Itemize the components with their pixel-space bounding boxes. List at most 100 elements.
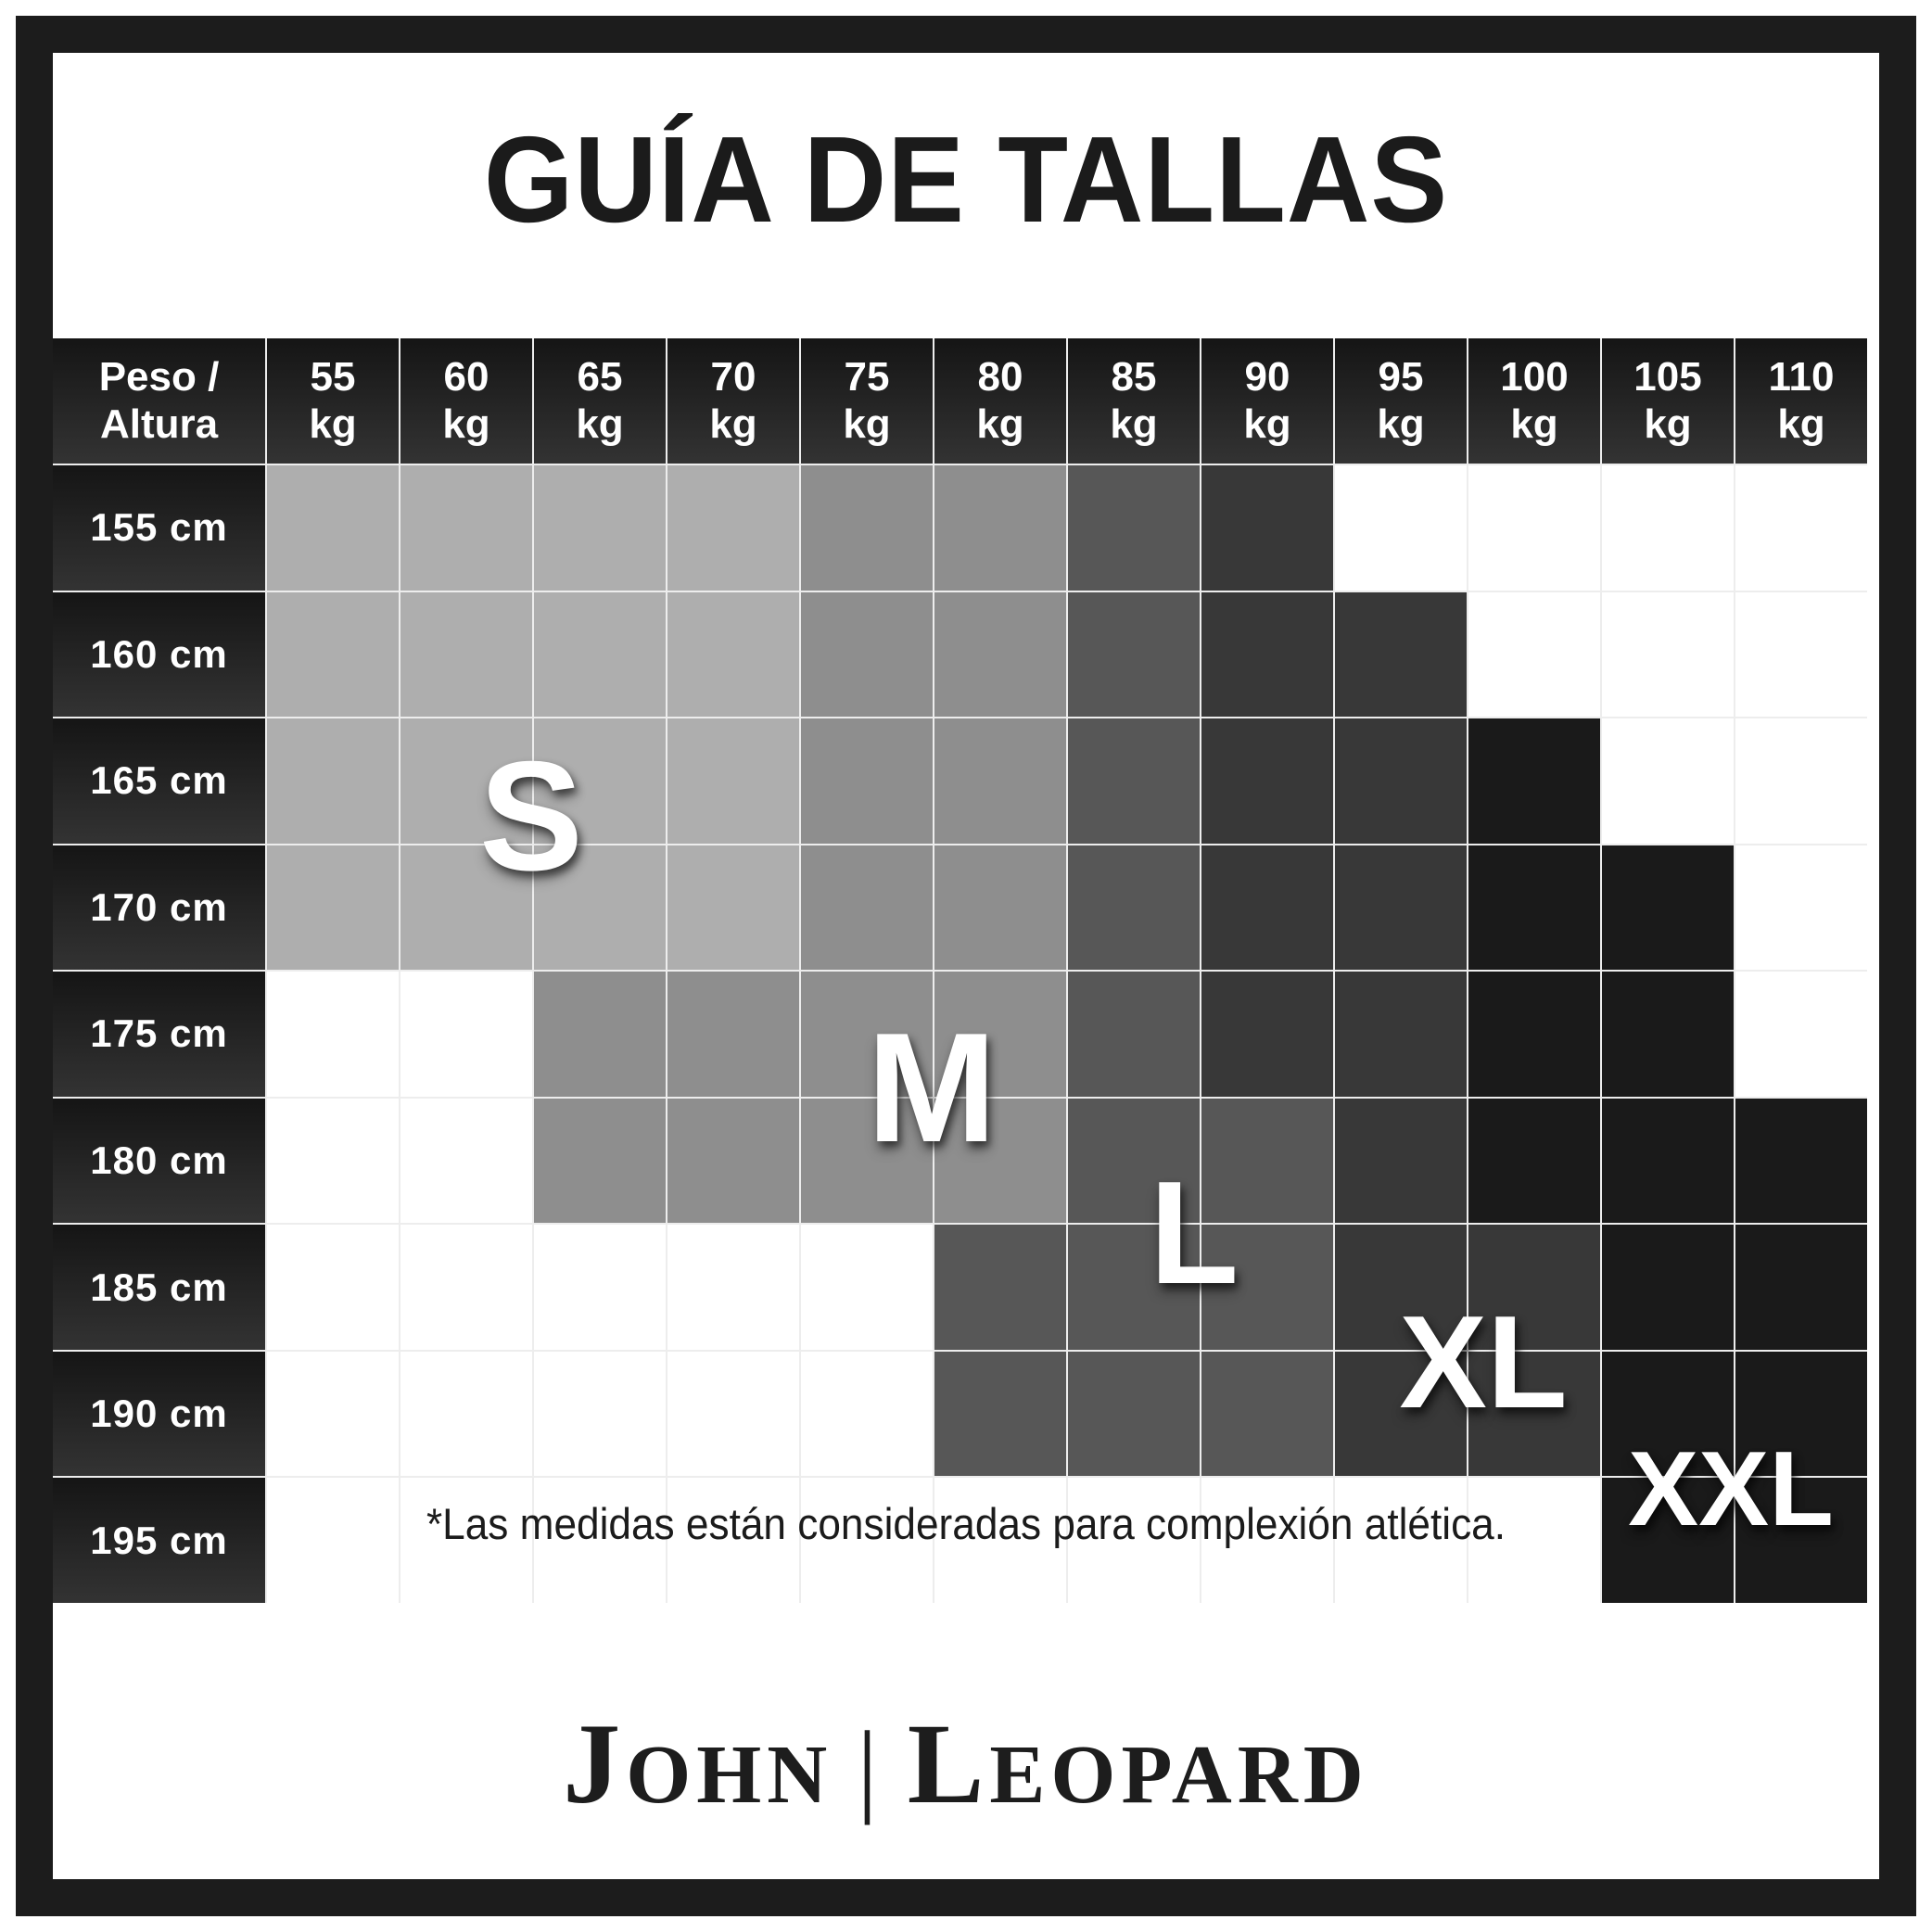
weight-header: 85 kg <box>1068 338 1200 464</box>
size-cell <box>667 1098 799 1224</box>
size-cell <box>801 1351 933 1477</box>
corner-header: Peso / Altura <box>53 338 265 464</box>
size-cell <box>1201 845 1333 971</box>
size-cell <box>1201 972 1333 1097</box>
size-cell <box>1735 718 1867 844</box>
size-cell <box>534 718 666 844</box>
size-cell <box>534 465 666 591</box>
size-cell <box>534 1351 666 1477</box>
weight-header: 55 kg <box>267 338 399 464</box>
size-cell <box>667 972 799 1097</box>
brand-logo: John | Leopard <box>0 1698 1932 1830</box>
size-cell <box>1602 845 1734 971</box>
size-cell <box>1335 972 1467 1097</box>
height-header: 185 cm <box>53 1225 265 1350</box>
weight-unit: kg <box>309 400 357 447</box>
height-header: 165 cm <box>53 718 265 844</box>
weight-unit: kg <box>1377 400 1425 447</box>
brand-second-rest: eopard <box>989 1729 1369 1821</box>
height-header: 190 cm <box>53 1351 265 1477</box>
size-cell <box>267 718 399 844</box>
weight-header: 65 kg <box>534 338 666 464</box>
size-cell <box>1335 845 1467 971</box>
size-cell <box>400 972 532 1097</box>
weight-unit: kg <box>1243 400 1291 447</box>
size-cell <box>934 591 1066 718</box>
size-cell <box>534 972 666 1097</box>
size-cell <box>1335 1351 1467 1477</box>
weight-header: 105 kg <box>1602 338 1734 464</box>
height-header: 195 cm <box>53 1478 265 1603</box>
size-cell <box>1602 718 1734 844</box>
weight-unit: kg <box>576 400 624 447</box>
size-cell <box>801 718 933 844</box>
size-cell <box>400 465 532 591</box>
size-cell <box>400 591 532 718</box>
size-cell <box>1201 1225 1333 1350</box>
size-cell <box>934 972 1066 1097</box>
size-cell <box>267 465 399 591</box>
weight-value: 90 <box>1244 354 1290 400</box>
size-cell <box>1468 1098 1600 1224</box>
height-header: 175 cm <box>53 972 265 1097</box>
weight-value: 60 <box>443 354 489 400</box>
size-cell <box>1201 591 1333 718</box>
size-cell <box>1468 1225 1600 1350</box>
weight-unit: kg <box>1510 400 1558 447</box>
size-cell <box>1201 465 1333 591</box>
size-label-l: L <box>1149 1151 1239 1315</box>
size-cell <box>267 1225 399 1350</box>
brand-first-initial: J <box>563 1700 627 1827</box>
weight-header: 90 kg <box>1201 338 1333 464</box>
size-cell <box>1468 591 1600 718</box>
size-cell <box>801 1098 933 1224</box>
size-cell <box>934 1478 1066 1603</box>
size-cell <box>934 718 1066 844</box>
size-cell <box>801 1225 933 1350</box>
size-cell <box>534 591 666 718</box>
size-cell <box>1735 1098 1867 1224</box>
size-cell <box>400 845 532 971</box>
weight-header: 95 kg <box>1335 338 1467 464</box>
size-cell <box>1068 591 1200 718</box>
weight-unit: kg <box>1777 400 1825 447</box>
size-cell <box>1735 591 1867 718</box>
weight-header: 80 kg <box>934 338 1066 464</box>
size-cell <box>1735 845 1867 971</box>
size-cell <box>667 591 799 718</box>
size-cell <box>1602 591 1734 718</box>
weight-unit: kg <box>442 400 490 447</box>
size-cell <box>1468 1351 1600 1477</box>
size-cell <box>1335 718 1467 844</box>
size-cell <box>801 845 933 971</box>
size-cell <box>267 845 399 971</box>
size-cell <box>1602 1478 1734 1603</box>
weight-value: 55 <box>310 354 356 400</box>
size-cell <box>667 1478 799 1603</box>
size-cell <box>667 845 799 971</box>
size-cell <box>1468 465 1600 591</box>
size-cell <box>534 1225 666 1350</box>
size-cell <box>1602 1225 1734 1350</box>
size-cell <box>1735 1478 1867 1603</box>
weight-value: 65 <box>577 354 623 400</box>
size-cell <box>801 465 933 591</box>
size-cell <box>400 1098 532 1224</box>
size-cell <box>267 1098 399 1224</box>
size-cell <box>1468 845 1600 971</box>
size-label-s: S <box>478 729 584 903</box>
size-cell <box>1468 718 1600 844</box>
size-cell <box>1201 1351 1333 1477</box>
size-cell <box>534 845 666 971</box>
height-header: 160 cm <box>53 591 265 718</box>
size-cell <box>1068 1225 1200 1350</box>
size-cell <box>1201 718 1333 844</box>
size-cell <box>1068 1478 1200 1603</box>
weight-header: 100 kg <box>1468 338 1600 464</box>
weight-unit: kg <box>1110 400 1158 447</box>
size-cell <box>934 465 1066 591</box>
size-cell <box>1735 1225 1867 1350</box>
size-cell <box>1068 1098 1200 1224</box>
weight-unit: kg <box>843 400 891 447</box>
size-cell <box>934 1225 1066 1350</box>
